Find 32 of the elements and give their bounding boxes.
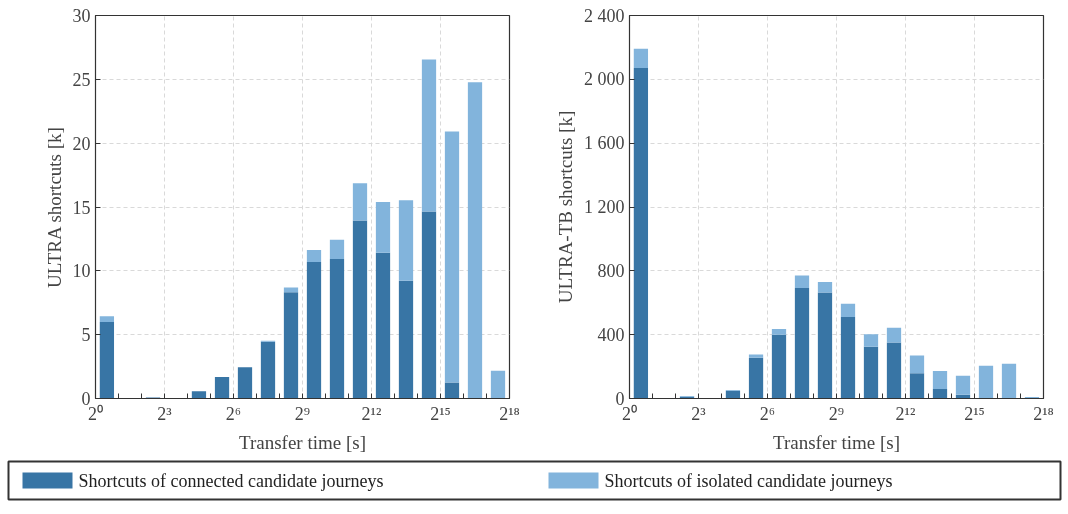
x-tick-label: 2¹⁵ [430,403,451,424]
y-tick-label: 1 600 [584,133,625,154]
legend-label: Shortcuts of connected candidate journeys [78,470,384,491]
x-tick-label: 2⁶ [759,403,776,424]
x-axis-title: Transfer time [s] [773,431,900,453]
y-tick-label: 15 [72,197,91,218]
y-tick-label: 10 [72,261,91,282]
x-tick-label: 2¹² [895,403,916,424]
x-tick-label: 2⁶ [225,403,242,424]
x-axis-title: Transfer time [s] [239,431,366,453]
legend-label: Shortcuts of isolated candidate journeys [604,470,893,491]
x-tick-label: 2¹⁵ [964,403,985,424]
x-tick-label: 2⁰ [622,403,637,424]
x-tick-label: 2¹⁸ [499,403,520,424]
y-tick-label: 30 [72,6,91,26]
y-tick-label: 5 [81,325,91,346]
x-tick-label: 2³ [691,403,707,424]
x-tick-label: 2³ [157,403,173,424]
y-tick-label: 2 400 [584,5,625,26]
x-tick-label: 2¹⁸ [1033,403,1054,424]
y-tick-label: 20 [72,133,91,154]
y-axis-title: ULTRA-TB shortcuts [k] [555,110,576,304]
y-tick-label: 2 000 [584,69,625,90]
y-tick-label: 400 [597,324,625,345]
x-tick-label: 2⁹ [294,403,311,424]
x-tick-label: 2¹² [361,403,382,424]
x-tick-label: 2⁹ [828,403,845,424]
y-axis-title: ULTRA shortcuts [k] [43,127,65,288]
y-tick-label: 800 [597,260,625,281]
x-tick-label: 2⁰ [88,403,103,424]
y-tick-label: 25 [72,69,91,90]
y-tick-label: 1 200 [584,197,625,217]
